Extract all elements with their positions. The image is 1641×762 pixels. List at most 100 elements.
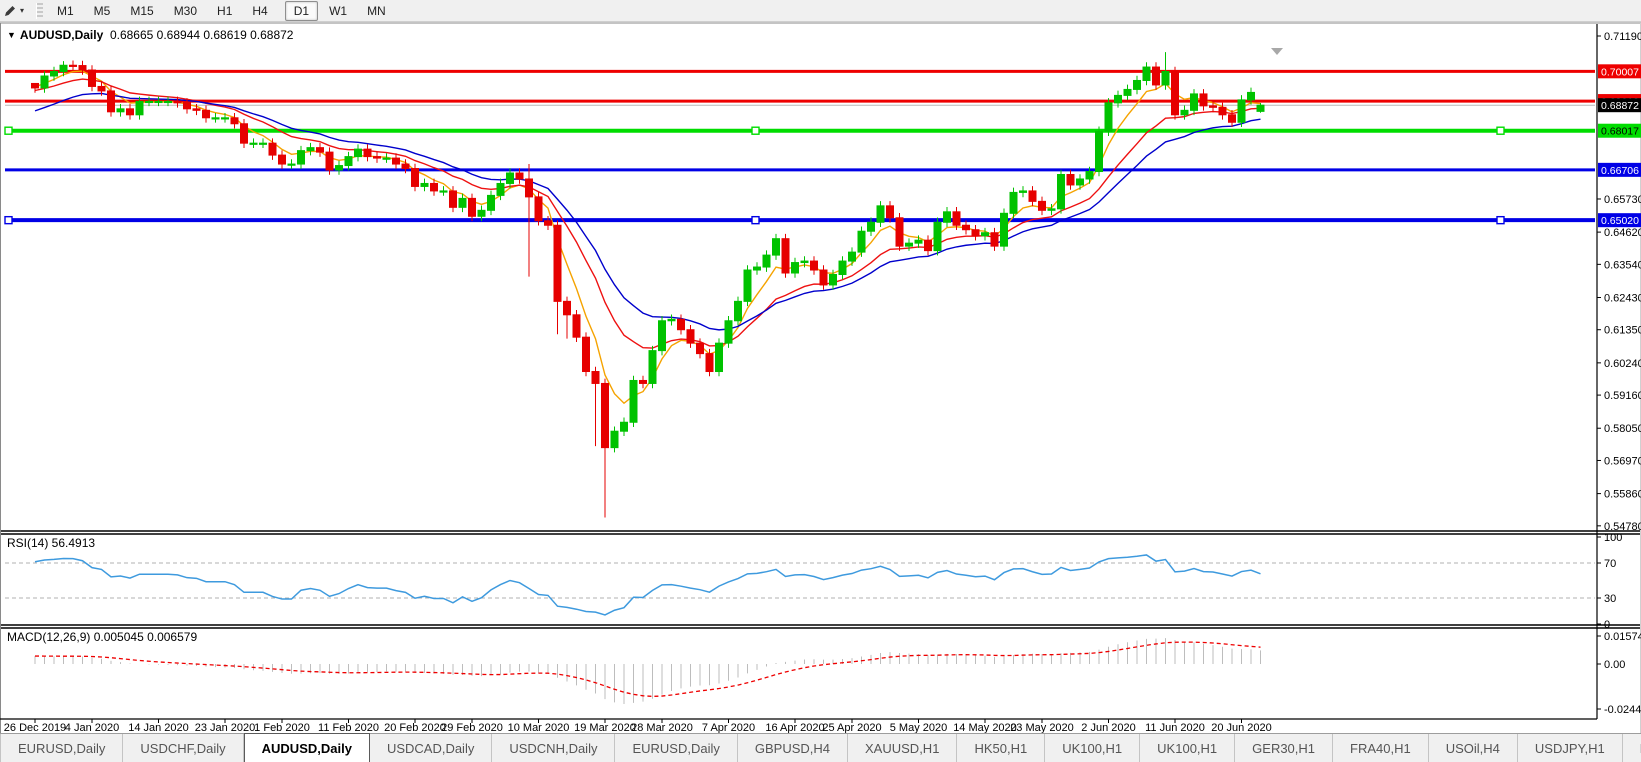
price-badge xyxy=(1598,98,1641,113)
chart-tabs: EURUSD,Daily USDCHF,Daily AUDUSD,Daily USDC… xyxy=(1,733,1641,762)
svg-text:23 Jan 2020: 23 Jan 2020 xyxy=(195,722,256,733)
svg-text:0.00: 0.00 xyxy=(1604,659,1625,671)
bull-candle xyxy=(221,117,229,120)
macd-signal-line xyxy=(34,641,1261,698)
bull-candle xyxy=(164,100,172,104)
tab-uk100-h1[interactable]: UK100,H1 xyxy=(1045,734,1141,762)
macd-panel xyxy=(34,638,1261,705)
chart-tab-bar: EURUSD,Daily USDCHF,Daily AUDUSD,Daily USDC… xyxy=(0,733,1641,762)
bear-candle xyxy=(230,117,239,125)
bear-candle xyxy=(544,220,552,226)
price-badge xyxy=(1598,123,1641,138)
bull-candle xyxy=(734,300,742,322)
bull-candle xyxy=(1104,102,1113,132)
price-badge xyxy=(1598,162,1641,177)
tab-usdcnh-daily[interactable]: USDCNH,Daily xyxy=(492,734,616,762)
toolbar-grip[interactable] xyxy=(36,2,43,19)
bear-candle xyxy=(705,353,714,373)
bull-candle xyxy=(1000,212,1008,247)
tab-dj30-h1[interactable]: DJ30,H1 xyxy=(1623,734,1641,762)
bull-candle xyxy=(116,108,125,113)
tab-eurusd-daily[interactable]: EURUSD,Daily xyxy=(1,734,124,762)
chart-window[interactable]: 0.71190 0.65730 0.64620 0.63540 0.62430 0.613… xyxy=(0,22,1641,733)
svg-text:30: 30 xyxy=(1604,593,1616,605)
bull-candle xyxy=(496,182,505,196)
bull-candle xyxy=(857,230,866,253)
bear-candle xyxy=(392,157,400,165)
line-handle xyxy=(1496,215,1505,225)
price-badge xyxy=(1598,213,1641,228)
line-handle xyxy=(1496,126,1505,135)
timeframe-button-d1[interactable]: D1 xyxy=(284,0,319,21)
bear-candle xyxy=(971,229,980,237)
bear-candle xyxy=(1199,93,1208,107)
tab-fra40-h1[interactable]: FRA40,H1 xyxy=(1333,734,1429,762)
timeframe-button-m30[interactable]: M30 xyxy=(165,1,206,21)
timeframe-button-h4[interactable]: H4 xyxy=(243,1,276,21)
collapse-triangle-icon[interactable]: ▼ xyxy=(7,30,16,40)
bull-candle xyxy=(297,150,305,165)
chart-title[interactable]: ▼ AUDUSD,Daily 0.68665 0.68944 0.68619 0.… xyxy=(7,28,293,42)
bull-candle xyxy=(1095,130,1103,173)
svg-text:14 May 2020: 14 May 2020 xyxy=(953,722,1017,733)
tools-dropdown-caret[interactable]: ▾ xyxy=(20,6,25,15)
tab-gbpusd-h4[interactable]: GBPUSD,H4 xyxy=(738,734,849,762)
bull-candle xyxy=(1085,171,1094,180)
pencil-tool-icon[interactable] xyxy=(0,2,20,20)
bull-candle xyxy=(1180,109,1189,116)
svg-text:19 Mar 2020: 19 Mar 2020 xyxy=(574,722,636,733)
bear-candle xyxy=(268,142,277,156)
bull-candle xyxy=(154,100,163,104)
chart-shift-marker xyxy=(1271,48,1283,55)
tab-uk100-h1[interactable]: UK100,H1 xyxy=(1140,734,1236,762)
timeframe-button-m15[interactable]: M15 xyxy=(121,1,162,21)
tab-xauusd-h1[interactable]: XAUUSD,H1 xyxy=(848,734,958,762)
timeframe-button-mn[interactable]: MN xyxy=(358,1,395,21)
svg-text:0.65730: 0.65730 xyxy=(1604,194,1641,206)
bull-candle xyxy=(772,238,780,256)
bear-candle xyxy=(373,156,381,159)
svg-text:16 Apr 2020: 16 Apr 2020 xyxy=(765,722,824,733)
slow-moving-average xyxy=(34,92,1261,331)
svg-text:100: 100 xyxy=(1604,532,1622,544)
tab-usdcad-daily[interactable]: USDCAD,Daily xyxy=(370,734,493,762)
svg-text:0.56970: 0.56970 xyxy=(1604,455,1641,467)
bear-candle xyxy=(401,163,410,170)
bear-candle xyxy=(316,147,324,153)
bear-candle xyxy=(449,190,457,208)
timeframe-button-w1[interactable]: W1 xyxy=(320,1,356,21)
tab-hk50-h1[interactable]: HK50,H1 xyxy=(957,734,1046,762)
timeframe-buttons: M1 M5 M15 M30 H1 H4 D1 W1 MN xyxy=(47,0,396,21)
svg-text:25 Apr 2020: 25 Apr 2020 xyxy=(822,722,881,733)
tab-audusd-daily[interactable]: AUDUSD,Daily xyxy=(243,733,370,762)
bear-candle xyxy=(126,108,134,116)
bull-candle xyxy=(1057,174,1065,210)
bear-candle xyxy=(1038,200,1046,211)
rsi-panel xyxy=(5,554,1595,616)
bear-candle xyxy=(411,168,419,187)
bear-candle xyxy=(173,100,182,104)
timeframe-button-m1[interactable]: M1 xyxy=(48,1,83,21)
tab-usoil-h4[interactable]: USOil,H4 xyxy=(1429,734,1518,762)
svg-text:10 Mar 2020: 10 Mar 2020 xyxy=(508,722,570,733)
chart-canvas[interactable]: 0.71190 0.65730 0.64620 0.63540 0.62430 0.613… xyxy=(0,22,1641,733)
tab-usdchf-daily[interactable]: USDCHF,Daily xyxy=(123,734,244,762)
svg-text:0.65020: 0.65020 xyxy=(1601,215,1639,227)
tab-eurusd-daily[interactable]: EURUSD,Daily xyxy=(615,734,738,762)
bull-candle xyxy=(658,320,666,352)
bear-candle xyxy=(686,329,695,344)
timeframe-button-h1[interactable]: H1 xyxy=(208,1,241,21)
timeframe-button-m5[interactable]: M5 xyxy=(85,1,120,21)
bull-candle xyxy=(943,211,951,223)
tab-ger30-h1[interactable]: GER30,H1 xyxy=(1235,734,1334,762)
bear-candle xyxy=(1209,105,1217,108)
tab-usdjpy-h1[interactable]: USDJPY,H1 xyxy=(1518,734,1623,762)
bear-candle xyxy=(363,148,372,158)
bull-candle xyxy=(50,71,58,77)
bear-candle xyxy=(962,224,970,231)
bull-candle xyxy=(1237,99,1246,123)
bull-candle xyxy=(648,350,657,384)
fast-moving-average xyxy=(34,70,1261,405)
bull-candle xyxy=(135,100,144,116)
